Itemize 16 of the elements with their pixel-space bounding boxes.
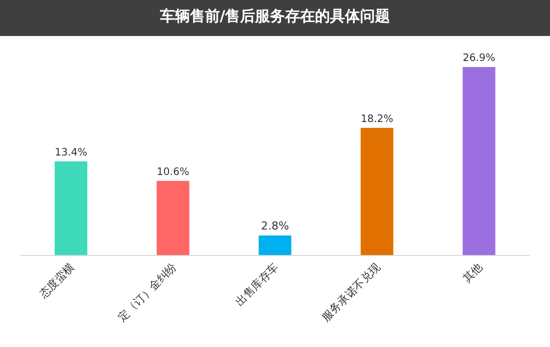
bar [258,235,292,255]
chart-title: 车辆售前/售后服务存在的具体问题 [158,6,390,25]
data-label: 18.2% [360,113,394,126]
bar [360,128,394,255]
bar [462,67,496,255]
x-tick-label: 定（订）金纠纷 [115,260,180,324]
data-label: 10.6% [156,166,190,178]
x-tick-label: 其他 [460,260,486,286]
bar [54,161,88,255]
bar [156,180,190,255]
data-label: 13.4% [54,146,88,159]
x-tick-label: 态度蛮横 [36,260,78,302]
x-tick-label: 出售库存车 [232,260,282,309]
data-label: 2.8% [261,219,289,232]
x-tick-label: 服务承诺不兑现 [319,260,384,324]
data-label: 26.9% [462,52,496,64]
